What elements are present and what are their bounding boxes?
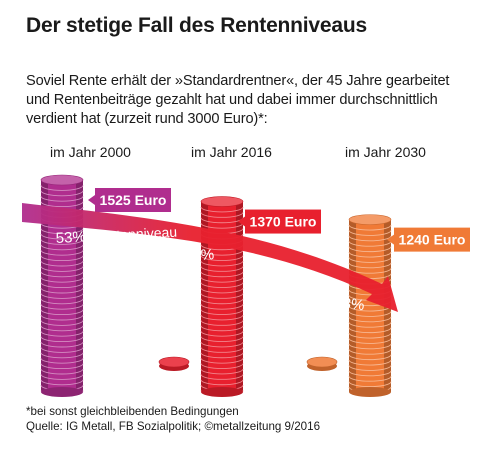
rentenniveau-arrow: [22, 203, 398, 312]
value-label-1: 1370 Euro: [238, 209, 321, 234]
value-label-0: 1525 Euro: [88, 188, 171, 212]
chart-title: Der stetige Fall des Rentenniveaus: [26, 14, 367, 37]
value-label-2: 1240 Euro: [387, 227, 470, 252]
rentenniveau-label-1: 47,5%: [171, 246, 215, 266]
category-label-2: im Jahr 2030: [345, 144, 426, 160]
svg-text:1240 Euro: 1240 Euro: [399, 232, 466, 248]
footnote: *bei sonst gleichbleibenden Bedingungen: [26, 405, 239, 418]
svg-text:1370 Euro: 1370 Euro: [250, 214, 317, 230]
category-label-0: im Jahr 2000: [50, 144, 131, 160]
coin-stack-chart: im Jahr 2000 im Jahr 2016 im Jahr 2030 152…: [22, 144, 470, 397]
svg-text:1525 Euro: 1525 Euro: [100, 192, 167, 208]
source-note: Quelle: IG Metall, FB Sozialpolitik; ©me…: [26, 420, 321, 433]
chart-subtitle: Soviel Rente erhält der »Standardrentner…: [26, 73, 450, 127]
category-label-1: im Jahr 2016: [191, 144, 272, 160]
rentenniveau-label-2: 43%: [334, 294, 366, 314]
